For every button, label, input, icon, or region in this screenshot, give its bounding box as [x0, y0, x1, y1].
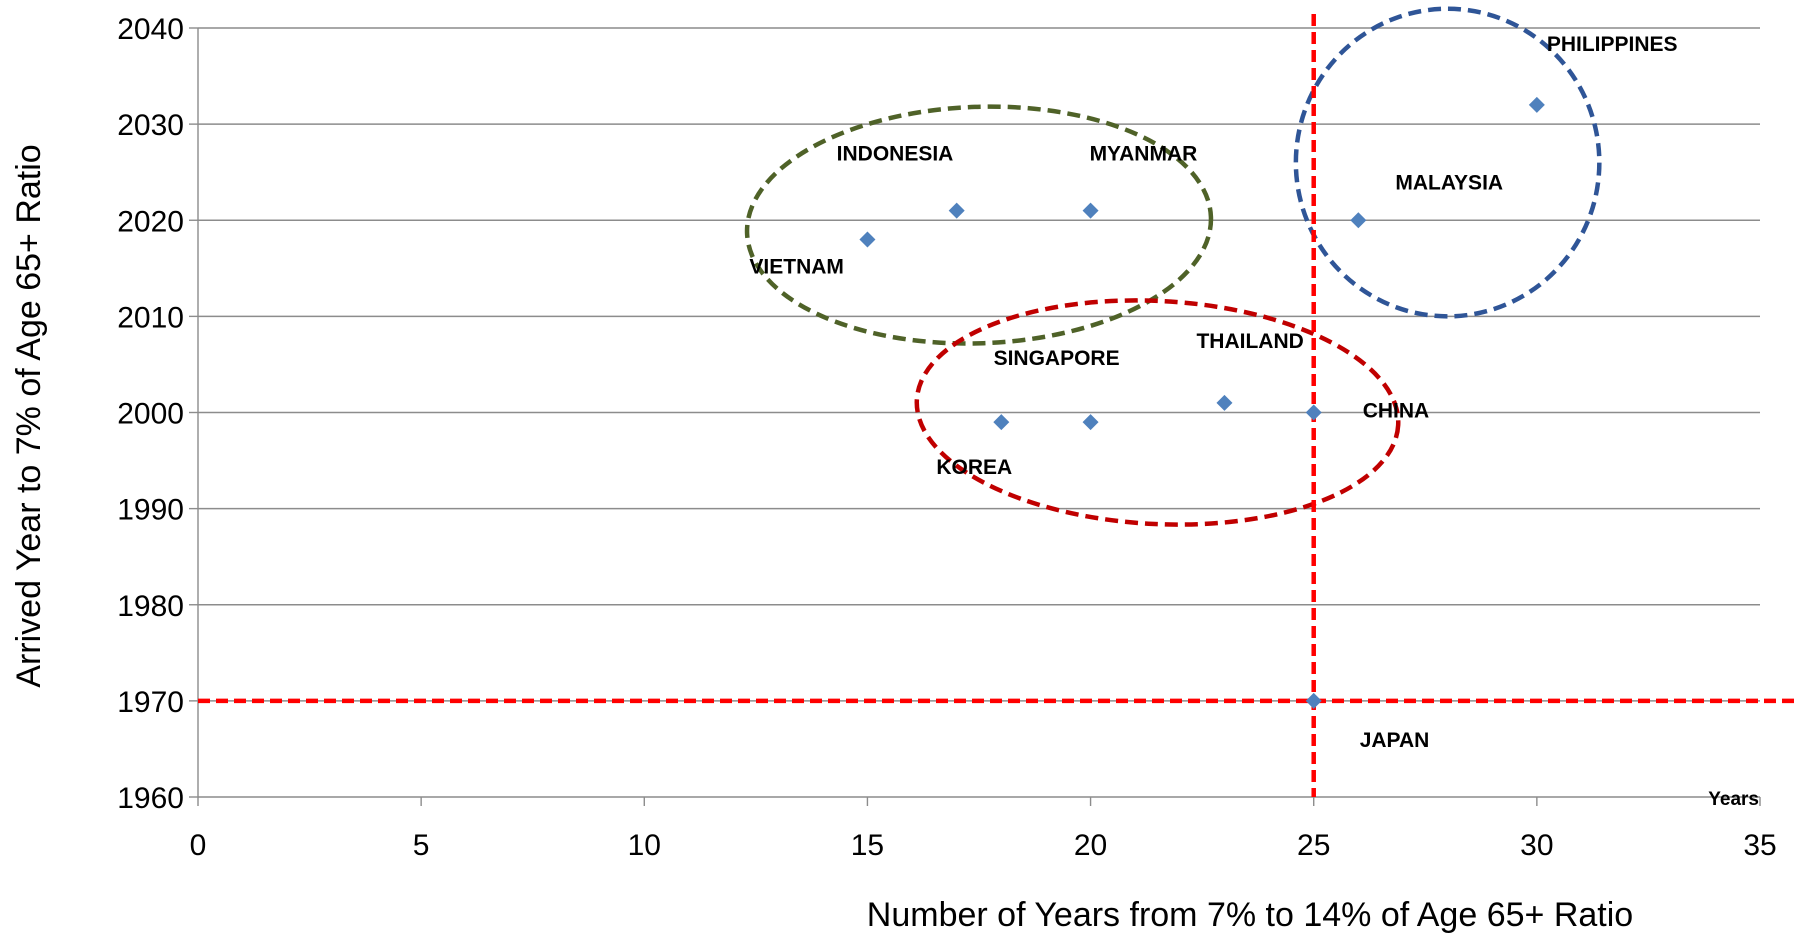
y-tick-label: 2000 [117, 398, 184, 431]
x-tick-label: 15 [851, 829, 884, 862]
data-point-malaysia [1350, 212, 1367, 229]
x-tick-label: 20 [1074, 829, 1107, 862]
x-tick-label: 10 [628, 829, 661, 862]
data-point-china [1305, 404, 1322, 421]
x-axis-title: Number of Years from 7% to 14% of Age 65… [867, 896, 1633, 934]
group-ellipse-3 [914, 298, 1401, 527]
group-ellipse-2 [1293, 6, 1602, 319]
data-point-indonesia [948, 202, 965, 219]
point-label-korea: KOREA [936, 456, 1012, 479]
point-label-indonesia: INDONESIA [837, 143, 954, 166]
y-tick-label: 2040 [117, 13, 184, 46]
x-tick-label: 35 [1743, 829, 1776, 862]
x-axis-unit-label: Years [1708, 789, 1759, 810]
data-points [859, 96, 1545, 709]
y-axis-title: Arrived Year to 7% of Age 65+ Ratio [10, 144, 48, 687]
reference-lines [198, 14, 1800, 797]
data-point-myanmar [1082, 202, 1099, 219]
data-point-vietnam [859, 231, 876, 248]
group-ellipse-1 [744, 104, 1214, 346]
point-label-malaysia: MALAYSIA [1395, 171, 1503, 194]
x-tick-label: 5 [413, 829, 430, 862]
y-tick-label: 2010 [117, 301, 184, 334]
point-label-vietnam: VIETNAM [749, 255, 844, 278]
y-tick-label: 2030 [117, 109, 184, 142]
data-point-singapore [1082, 414, 1099, 431]
data-point-korea [993, 414, 1010, 431]
group-ellipses [744, 6, 1602, 527]
x-tick-label: 25 [1297, 829, 1330, 862]
point-label-thailand: THAILAND [1196, 330, 1303, 353]
gridlines [198, 27, 1760, 702]
data-point-thailand [1216, 394, 1233, 411]
point-label-philippines: PHILIPPINES [1547, 33, 1678, 56]
y-tick-label: 1960 [117, 782, 184, 815]
data-point-japan [1305, 692, 1322, 709]
point-label-myanmar: MYANMAR [1090, 143, 1198, 166]
y-tick-label: 2020 [117, 205, 184, 238]
y-tick-label: 1980 [117, 590, 184, 623]
y-tick-label: 1990 [117, 494, 184, 527]
x-tick-label: 30 [1520, 829, 1553, 862]
point-labels: PHILIPPINES MALAYSIA INDONESIA MYANMAR VIETN… [749, 33, 1677, 752]
point-label-singapore: SINGAPORE [994, 347, 1120, 370]
y-tick-label: 1970 [117, 686, 184, 719]
point-label-china: CHINA [1363, 400, 1430, 423]
point-label-japan: JAPAN [1360, 729, 1430, 752]
axis-titles: Number of Years from 7% to 14% of Age 65… [10, 144, 1759, 934]
x-tick-label: 0 [190, 829, 207, 862]
data-point-philippines [1528, 96, 1545, 113]
